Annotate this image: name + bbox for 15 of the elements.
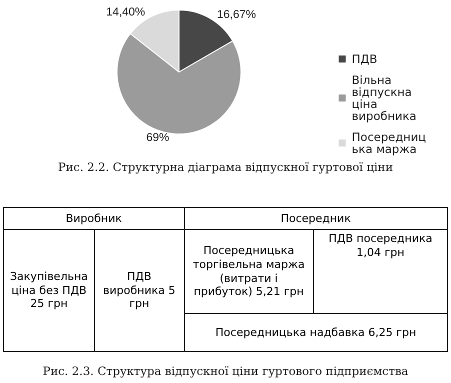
text: Посередник bbox=[184, 208, 448, 230]
text: ПДВ виробника 5 грн bbox=[94, 230, 184, 352]
data-label: 14,40% bbox=[106, 6, 146, 19]
text: Посередницька надбавка 6,25 грн bbox=[184, 314, 448, 352]
text: Рис. 2.3. Структура відпускної ціни гуртового підприємства bbox=[42, 364, 410, 378]
text: ПДВ посередника 1,04 грн bbox=[313, 230, 448, 314]
data-label: 16,67% bbox=[216, 8, 256, 21]
legend-label: ПДВ bbox=[352, 52, 378, 66]
data-label: 69% bbox=[146, 132, 170, 144]
text: Рис. 2.2. Структурна діаграма відпускної гуртової ціни bbox=[58, 160, 394, 174]
text: Закупівельна ціна без ПДВ 25 грн bbox=[4, 230, 94, 352]
text: Посередницька торгівельна маржа (витрати і прибуток) 5,21 грн bbox=[184, 230, 314, 314]
legend-label: Посередницька маржа bbox=[352, 130, 426, 156]
legend-label: Вільна відпускна ціна виробника bbox=[352, 73, 416, 123]
text: Виробник bbox=[4, 208, 184, 230]
